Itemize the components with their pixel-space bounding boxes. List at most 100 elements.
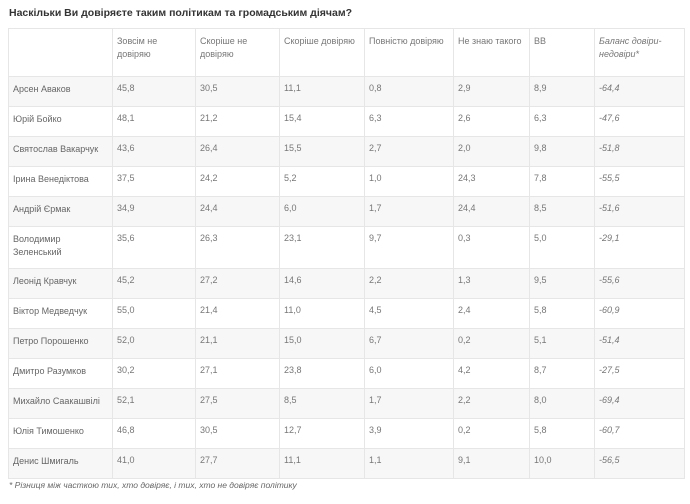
- value-cell: 2,7: [364, 136, 454, 167]
- value-cell: 2,9: [453, 76, 530, 107]
- value-cell: 24,3: [453, 166, 530, 197]
- column-header: [8, 28, 113, 77]
- table-row: Андрій Єрмак 34,9 24,4 6,0 1,7 24,4 8,5 -51,6: [8, 196, 685, 227]
- table-row: Денис Шмигаль 41,0 27,7 11,1 1,1 9,1 10,0 -56,5: [8, 448, 685, 479]
- value-cell: 6,0: [279, 196, 365, 227]
- value-cell: 55,0: [112, 298, 196, 329]
- value-cell: 4,2: [453, 358, 530, 389]
- value-cell: 41,0: [112, 448, 196, 479]
- balance-cell: -55,5: [594, 166, 685, 197]
- footnote: * Різниця між часткою тих, хто довіряє, …: [9, 480, 297, 490]
- balance-cell: -51,8: [594, 136, 685, 167]
- value-cell: 24,4: [453, 196, 530, 227]
- value-cell: 24,2: [195, 166, 280, 197]
- value-cell: 30,5: [195, 76, 280, 107]
- balance-cell: -47,6: [594, 106, 685, 137]
- table-row: Віктор Медведчук 55,0 21,4 11,0 4,5 2,4 5,8 -60…: [8, 298, 685, 329]
- value-cell: 5,8: [529, 298, 595, 329]
- value-cell: 0,2: [453, 418, 530, 449]
- value-cell: 10,0: [529, 448, 595, 479]
- politician-name: Володимир Зеленський: [8, 226, 113, 269]
- value-cell: 0,8: [364, 76, 454, 107]
- value-cell: 8,5: [529, 196, 595, 227]
- table-title: Наскільки Ви довіряєте таким політикам т…: [9, 7, 352, 19]
- value-cell: 12,7: [279, 418, 365, 449]
- value-cell: 26,4: [195, 136, 280, 167]
- value-cell: 46,8: [112, 418, 196, 449]
- value-cell: 8,9: [529, 76, 595, 107]
- value-cell: 1,0: [364, 166, 454, 197]
- trust-table: Зовсім не довіряю Скоріше не довіряю Скорі…: [8, 28, 685, 479]
- politician-name: Леонід Кравчук: [8, 268, 113, 299]
- value-cell: 35,6: [112, 226, 196, 269]
- value-cell: 2,0: [453, 136, 530, 167]
- value-cell: 11,1: [279, 448, 365, 479]
- table-row: Петро Порошенко 52,0 21,1 15,0 6,7 0,2 5,1 -51,…: [8, 328, 685, 359]
- column-header: Баланс довіри-недовіри*: [594, 28, 685, 77]
- balance-cell: -51,4: [594, 328, 685, 359]
- value-cell: 52,1: [112, 388, 196, 419]
- value-cell: 34,9: [112, 196, 196, 227]
- politician-name: Святослав Вакарчук: [8, 136, 113, 167]
- value-cell: 2,6: [453, 106, 530, 137]
- politician-name: Денис Шмигаль: [8, 448, 113, 479]
- politician-name: Михайло Саакашвілі: [8, 388, 113, 419]
- politician-name: Андрій Єрмак: [8, 196, 113, 227]
- value-cell: 21,4: [195, 298, 280, 329]
- value-cell: 5,0: [529, 226, 595, 269]
- value-cell: 9,5: [529, 268, 595, 299]
- balance-cell: -51,6: [594, 196, 685, 227]
- value-cell: 1,7: [364, 196, 454, 227]
- value-cell: 6,3: [529, 106, 595, 137]
- politician-name: Петро Порошенко: [8, 328, 113, 359]
- value-cell: 3,9: [364, 418, 454, 449]
- value-cell: 8,7: [529, 358, 595, 389]
- value-cell: 21,2: [195, 106, 280, 137]
- balance-cell: -60,7: [594, 418, 685, 449]
- table-row: Дмитро Разумков 30,2 27,1 23,8 6,0 4,2 8,7 -27,…: [8, 358, 685, 389]
- value-cell: 11,1: [279, 76, 365, 107]
- value-cell: 7,8: [529, 166, 595, 197]
- value-cell: 27,5: [195, 388, 280, 419]
- value-cell: 4,5: [364, 298, 454, 329]
- value-cell: 15,5: [279, 136, 365, 167]
- column-header: Зовсім не довіряю: [112, 28, 196, 77]
- value-cell: 5,2: [279, 166, 365, 197]
- value-cell: 8,0: [529, 388, 595, 419]
- value-cell: 27,1: [195, 358, 280, 389]
- value-cell: 37,5: [112, 166, 196, 197]
- value-cell: 30,5: [195, 418, 280, 449]
- header-row: Зовсім не довіряю Скоріше не довіряю Скорі…: [8, 28, 685, 77]
- value-cell: 2,4: [453, 298, 530, 329]
- balance-cell: -29,1: [594, 226, 685, 269]
- table-row: Арсен Аваков 45,8 30,5 11,1 0,8 2,9 8,9 -64,4: [8, 76, 685, 107]
- value-cell: 9,1: [453, 448, 530, 479]
- value-cell: 23,8: [279, 358, 365, 389]
- balance-cell: -27,5: [594, 358, 685, 389]
- balance-cell: -55,6: [594, 268, 685, 299]
- value-cell: 30,2: [112, 358, 196, 389]
- value-cell: 9,8: [529, 136, 595, 167]
- politician-name: Дмитро Разумков: [8, 358, 113, 389]
- value-cell: 24,4: [195, 196, 280, 227]
- balance-cell: -69,4: [594, 388, 685, 419]
- value-cell: 43,6: [112, 136, 196, 167]
- table-row: Святослав Вакарчук 43,6 26,4 15,5 2,7 2,0 9,8-…: [8, 136, 685, 167]
- value-cell: 11,0: [279, 298, 365, 329]
- politician-name: Ірина Венедіктова: [8, 166, 113, 197]
- value-cell: 26,3: [195, 226, 280, 269]
- value-cell: 15,4: [279, 106, 365, 137]
- value-cell: 48,1: [112, 106, 196, 137]
- table-row: Михайло Саакашвілі 52,1 27,5 8,5 1,7 2,2 8,0 -6…: [8, 388, 685, 419]
- value-cell: 27,7: [195, 448, 280, 479]
- table-row: Юрій Бойко 48,1 21,2 15,4 6,3 2,6 6,3 -47,6: [8, 106, 685, 137]
- value-cell: 0,3: [453, 226, 530, 269]
- value-cell: 2,2: [364, 268, 454, 299]
- value-cell: 9,7: [364, 226, 454, 269]
- value-cell: 6,7: [364, 328, 454, 359]
- balance-cell: -64,4: [594, 76, 685, 107]
- value-cell: 45,8: [112, 76, 196, 107]
- value-cell: 6,0: [364, 358, 454, 389]
- politician-name: Юлія Тимошенко: [8, 418, 113, 449]
- table-row: Юлія Тимошенко 46,8 30,5 12,7 3,9 0,2 5,8 -60,7: [8, 418, 685, 449]
